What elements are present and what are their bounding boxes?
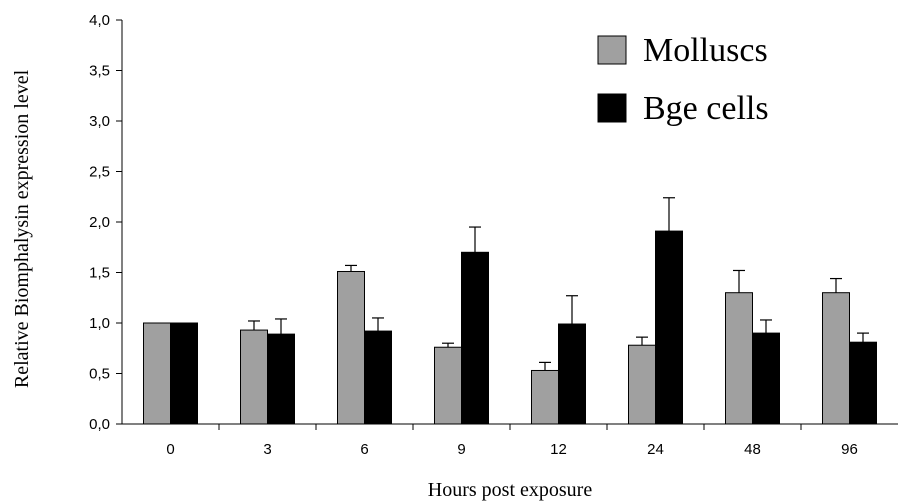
y-tick-label: 1,5 xyxy=(89,265,110,282)
error-bar-molluscs xyxy=(248,320,260,331)
bar-bge-cells xyxy=(364,330,392,425)
error-bar-bge-cells xyxy=(663,197,675,232)
error-bar-bge-cells xyxy=(372,317,384,332)
bar-molluscs xyxy=(240,329,268,425)
error-bar-bge-cells xyxy=(469,226,481,253)
bar-molluscs xyxy=(434,346,462,425)
error-bar-molluscs xyxy=(733,269,745,293)
x-tick-label: 24 xyxy=(647,441,664,458)
legend-label-bge-cells: Bge cells xyxy=(643,90,769,127)
plot-area: 0,0 0,5 1,0 1,5 2,0 2,5 3,0 3,5 4,0 0 3 6 9 12 24 48 96 xyxy=(89,12,898,458)
legend-swatch-bge-cells xyxy=(597,93,627,123)
error-bar-bge-cells xyxy=(857,332,869,343)
x-tick-label: 12 xyxy=(550,441,567,458)
error-bar-molluscs xyxy=(636,336,648,346)
legend-label-molluscs: Molluscs xyxy=(643,32,768,69)
error-bar-bge-cells xyxy=(760,319,772,334)
y-tick-label: 3,5 xyxy=(89,63,110,80)
x-tick-label: 0 xyxy=(166,441,174,458)
x-tick-label: 48 xyxy=(744,441,761,458)
bar-bge-cells xyxy=(655,230,683,425)
bar-bge-cells xyxy=(849,341,877,425)
error-bar-molluscs xyxy=(442,342,454,348)
bar-bge-cells xyxy=(558,323,586,425)
bar-molluscs xyxy=(143,322,171,425)
y-tick-label: 0,0 xyxy=(89,416,110,433)
error-bar-molluscs xyxy=(830,277,842,293)
y-axis-title: Relative Biomphalysin expression level xyxy=(11,69,33,388)
y-tick-label: 2,5 xyxy=(89,164,110,181)
bar-bge-cells xyxy=(267,333,295,425)
bar-bge-cells xyxy=(752,332,780,425)
x-tick-label: 96 xyxy=(841,441,858,458)
x-tick-label: 3 xyxy=(263,441,271,458)
bar-bge-cells xyxy=(170,322,198,425)
legend: Molluscs Bge cells xyxy=(597,32,769,127)
x-tick-label: 6 xyxy=(360,441,368,458)
error-bar-bge-cells xyxy=(566,295,578,325)
x-tick-label: 9 xyxy=(457,441,465,458)
bar-bge-cells xyxy=(461,251,489,425)
y-tick-label: 1,0 xyxy=(89,315,110,332)
bar-molluscs xyxy=(337,270,365,425)
bar-molluscs xyxy=(531,369,559,425)
legend-swatch-molluscs xyxy=(597,35,627,65)
y-tick-label: 4,0 xyxy=(89,12,110,29)
error-bar-molluscs xyxy=(345,264,357,272)
bar-molluscs xyxy=(822,292,850,425)
y-tick-label: 3,0 xyxy=(89,113,110,130)
bar-molluscs xyxy=(725,292,753,425)
bar-molluscs xyxy=(628,344,656,425)
x-axis-title: Hours post exposure xyxy=(428,479,593,501)
error-bar-molluscs xyxy=(539,361,551,371)
y-tick-label: 0,5 xyxy=(89,366,110,383)
error-bar-bge-cells xyxy=(275,318,287,335)
y-tick-label: 2,0 xyxy=(89,214,110,231)
